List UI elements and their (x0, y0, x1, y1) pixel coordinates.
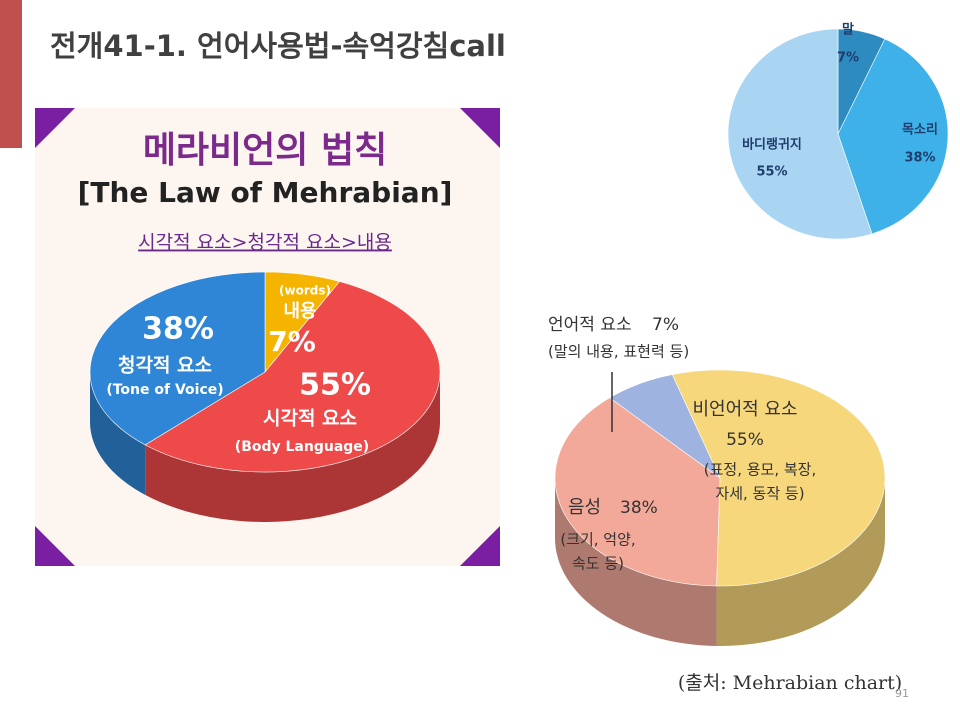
value-label: 7% (652, 315, 679, 335)
pie-slice (89, 271, 266, 446)
pie-slice (144, 281, 441, 473)
category-label: 말 (842, 23, 854, 38)
value-label: 38% (620, 498, 658, 518)
chart-title: 메라비언의 법칙 (143, 130, 387, 171)
category-label: 목소리 (902, 122, 938, 138)
value-label: 38% (904, 151, 935, 166)
pie-slice (837, 38, 949, 235)
pie-side (716, 478, 885, 646)
category-label: 청각적 요소 (118, 355, 212, 377)
category-label: 바디랭귀지 (742, 137, 802, 153)
pie-side (145, 372, 440, 522)
value-label: 55% (299, 368, 371, 403)
category-label: 시각적 요소 (263, 408, 357, 430)
sublabel: (words) (279, 284, 331, 298)
description: (말의 내용, 표현력 등) (548, 343, 689, 361)
value-label: 55% (726, 430, 764, 450)
value-label: 38% (142, 312, 214, 347)
sublabel: (Tone of Voice) (106, 382, 223, 398)
value-label: 55% (756, 165, 787, 180)
category-label: 언어적 요소 (548, 315, 632, 335)
sublabel: (Body Language) (235, 439, 369, 455)
value-label: 7% (268, 325, 316, 358)
pie-slice (727, 28, 873, 240)
description: 자세, 동작 등) (715, 485, 804, 503)
category-label: 비언어적 요소 (692, 399, 797, 420)
pie-side (90, 372, 146, 495)
category-label: 내용 (283, 301, 316, 322)
description: (크기, 억양, (560, 531, 635, 549)
source: (출처: Mehrabian chart) (678, 672, 902, 694)
value-label: 7% (837, 51, 859, 66)
pie-slice (671, 369, 886, 587)
accent-bar (0, 0, 22, 148)
page-number: 91 (895, 687, 909, 700)
description: (표정, 용모, 복장, (704, 461, 817, 479)
slide-title: 전개41-1. 언어사용법-속억강침call (50, 29, 506, 63)
description: 속도 등) (572, 555, 624, 573)
pie-side (555, 478, 717, 646)
annotation: 시각적 요소>청각적 요소>내용 (138, 232, 392, 254)
pie-slice (554, 397, 721, 587)
category-label: 음성 (568, 497, 601, 518)
chart-subtitle: [The Law of Mehrabian] (78, 176, 453, 209)
